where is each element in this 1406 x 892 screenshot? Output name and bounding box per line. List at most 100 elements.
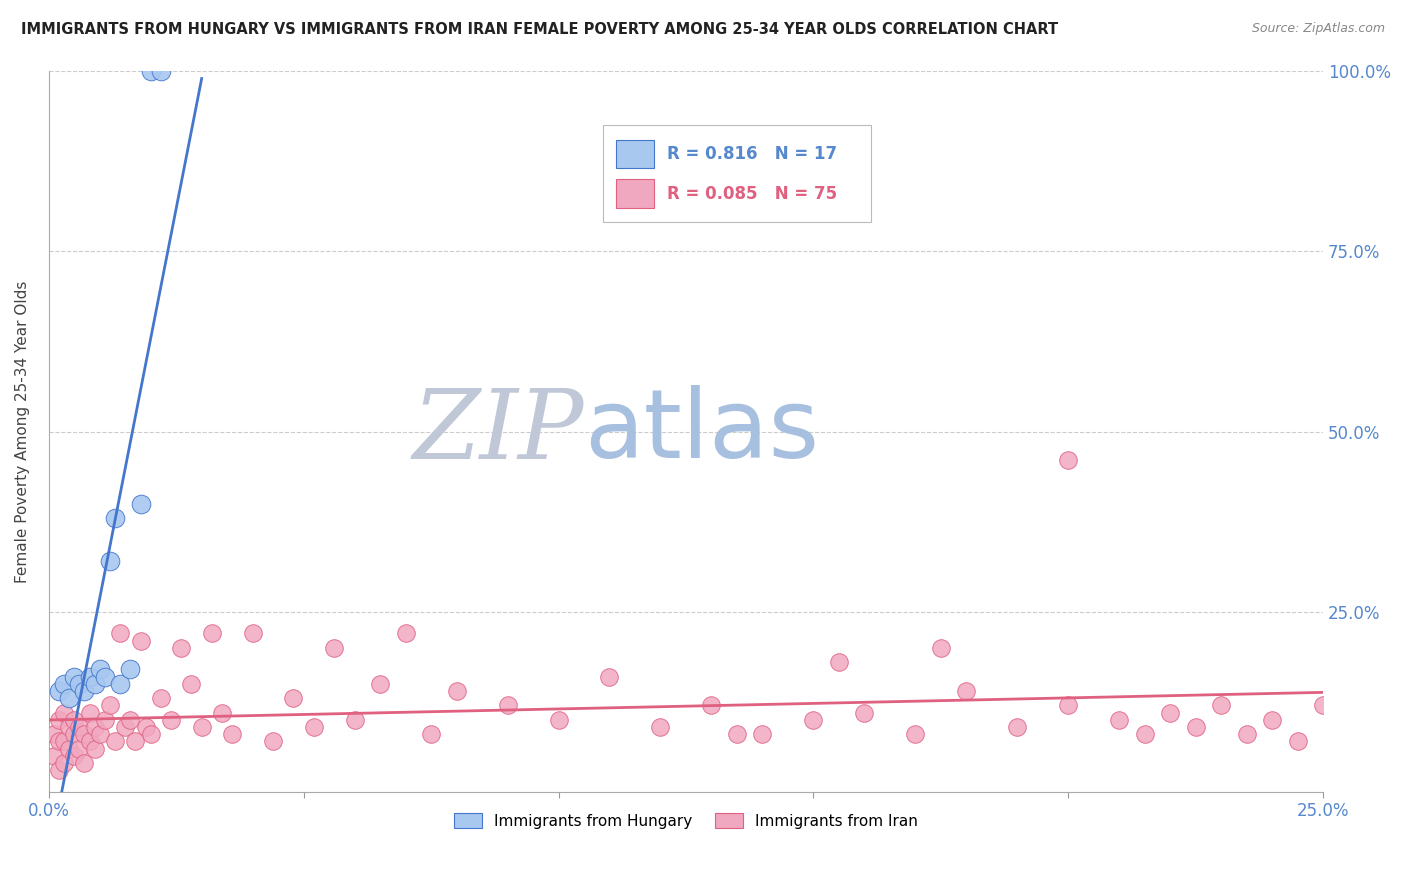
Point bbox=[751, 727, 773, 741]
Point bbox=[1211, 698, 1233, 713]
Point bbox=[73, 756, 96, 771]
Point bbox=[1159, 706, 1181, 720]
Point bbox=[79, 706, 101, 720]
Point bbox=[58, 691, 80, 706]
FancyBboxPatch shape bbox=[603, 125, 870, 222]
Point bbox=[108, 677, 131, 691]
Point bbox=[1236, 727, 1258, 741]
Point bbox=[104, 511, 127, 525]
Point bbox=[323, 640, 346, 655]
Point bbox=[73, 684, 96, 698]
Point bbox=[53, 756, 76, 771]
Point bbox=[48, 713, 70, 727]
Text: R = 0.085   N = 75: R = 0.085 N = 75 bbox=[666, 185, 837, 202]
Point bbox=[394, 626, 416, 640]
Point bbox=[1057, 698, 1080, 713]
Point bbox=[1057, 453, 1080, 467]
Point bbox=[89, 662, 111, 676]
Point bbox=[98, 698, 121, 713]
Point bbox=[368, 677, 391, 691]
Point bbox=[201, 626, 224, 640]
Text: ZIP: ZIP bbox=[412, 384, 583, 478]
Point bbox=[58, 720, 80, 734]
Point bbox=[104, 734, 127, 748]
Point bbox=[53, 706, 76, 720]
Text: R = 0.816   N = 17: R = 0.816 N = 17 bbox=[666, 145, 837, 163]
Point bbox=[343, 713, 366, 727]
Point bbox=[262, 734, 284, 748]
Point bbox=[190, 720, 212, 734]
Point bbox=[67, 720, 90, 734]
Point bbox=[67, 677, 90, 691]
Point bbox=[149, 691, 172, 706]
Point bbox=[420, 727, 443, 741]
Point bbox=[1007, 720, 1029, 734]
Point bbox=[598, 670, 620, 684]
Point bbox=[547, 713, 569, 727]
Text: Source: ZipAtlas.com: Source: ZipAtlas.com bbox=[1251, 22, 1385, 36]
Point bbox=[221, 727, 243, 741]
Point bbox=[160, 713, 183, 727]
Point bbox=[1184, 720, 1206, 734]
Point bbox=[124, 734, 146, 748]
Point bbox=[83, 720, 105, 734]
Point bbox=[211, 706, 233, 720]
Point bbox=[42, 727, 65, 741]
Point bbox=[120, 713, 142, 727]
Point bbox=[67, 741, 90, 756]
Point bbox=[129, 497, 152, 511]
Point bbox=[94, 713, 117, 727]
Point bbox=[135, 720, 157, 734]
Point bbox=[58, 741, 80, 756]
Point bbox=[79, 670, 101, 684]
Point bbox=[180, 677, 202, 691]
Point bbox=[79, 734, 101, 748]
Point bbox=[53, 677, 76, 691]
Point bbox=[904, 727, 927, 741]
Point bbox=[302, 720, 325, 734]
Point bbox=[446, 684, 468, 698]
Point bbox=[83, 741, 105, 756]
Point bbox=[108, 626, 131, 640]
Point bbox=[1312, 698, 1334, 713]
Point bbox=[139, 64, 162, 78]
Point bbox=[63, 713, 86, 727]
Point bbox=[120, 662, 142, 676]
Point bbox=[828, 655, 851, 669]
Point bbox=[42, 748, 65, 763]
Point bbox=[129, 633, 152, 648]
Point bbox=[955, 684, 977, 698]
Point bbox=[83, 677, 105, 691]
Point bbox=[48, 764, 70, 778]
Point bbox=[496, 698, 519, 713]
Point bbox=[929, 640, 952, 655]
Point bbox=[803, 713, 825, 727]
Point bbox=[139, 727, 162, 741]
Bar bbox=[616, 139, 654, 169]
Legend: Immigrants from Hungary, Immigrants from Iran: Immigrants from Hungary, Immigrants from… bbox=[449, 806, 924, 835]
Point bbox=[1286, 734, 1309, 748]
Point bbox=[63, 727, 86, 741]
Point bbox=[650, 720, 672, 734]
Point bbox=[170, 640, 193, 655]
Point bbox=[53, 734, 76, 748]
Point bbox=[725, 727, 748, 741]
Point bbox=[853, 706, 876, 720]
Point bbox=[63, 670, 86, 684]
Point bbox=[700, 698, 723, 713]
Point bbox=[1261, 713, 1284, 727]
Text: IMMIGRANTS FROM HUNGARY VS IMMIGRANTS FROM IRAN FEMALE POVERTY AMONG 25-34 YEAR : IMMIGRANTS FROM HUNGARY VS IMMIGRANTS FR… bbox=[21, 22, 1059, 37]
Text: atlas: atlas bbox=[583, 385, 820, 478]
Point bbox=[94, 670, 117, 684]
Point bbox=[73, 727, 96, 741]
Point bbox=[1108, 713, 1130, 727]
Point bbox=[114, 720, 136, 734]
Point bbox=[242, 626, 264, 640]
Point bbox=[63, 748, 86, 763]
Point bbox=[98, 554, 121, 568]
Point bbox=[48, 734, 70, 748]
Point bbox=[283, 691, 305, 706]
Point bbox=[149, 64, 172, 78]
Point bbox=[48, 684, 70, 698]
Point bbox=[89, 727, 111, 741]
